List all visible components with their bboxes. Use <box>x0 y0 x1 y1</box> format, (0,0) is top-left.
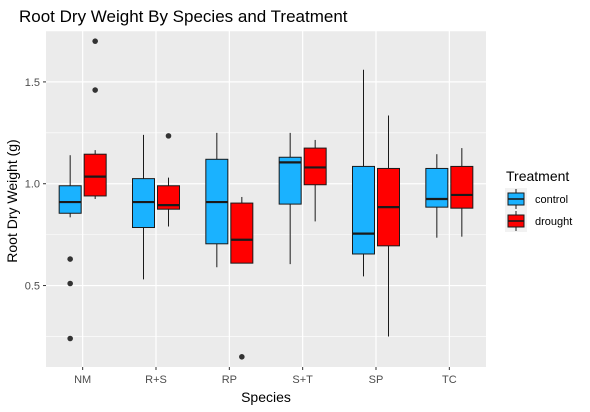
box-drought-RP <box>230 196 254 360</box>
box <box>58 185 82 214</box>
chart-title: Root Dry Weight By Species and Treatment <box>19 7 348 26</box>
y-tick-label: 0.5 <box>25 281 40 293</box>
outlier-point <box>67 280 73 287</box>
legend: Treatment control drought <box>505 168 572 232</box>
box <box>425 167 449 208</box>
box <box>157 185 180 210</box>
box-marks <box>58 38 474 360</box>
box-control-SP <box>352 69 375 277</box>
x-tick-label: SP <box>369 374 384 386</box>
legend-label: drought <box>535 216 572 228</box>
outlier-point <box>67 256 73 262</box>
outlier-point <box>239 354 245 360</box>
box-control-NM <box>58 155 82 342</box>
box-control-R+S <box>132 134 155 280</box>
box-control-RP <box>205 132 229 268</box>
x-tick-label: R+S <box>145 374 167 386</box>
box <box>83 153 107 197</box>
x-tick-label: TC <box>442 374 457 386</box>
box-drought-SP <box>377 115 400 337</box>
outlier-point <box>67 335 73 342</box>
box-control-S+T <box>278 132 302 265</box>
y-tick-label: 1.5 <box>25 77 40 89</box>
box <box>230 202 254 264</box>
legend-title: Treatment <box>506 168 569 184</box>
axes: 0.5 1.0 1.5 NM R+S RP S+T SP TC <box>25 77 457 386</box>
box-drought-NM <box>83 38 107 199</box>
legend-label: control <box>535 194 568 206</box>
legend-item-drought: drought <box>505 210 572 232</box>
grid-lines <box>46 30 486 367</box>
box-drought-S+T <box>303 139 327 222</box>
outlier-point <box>92 38 98 44</box>
x-axis-title: Species <box>241 389 291 405</box>
legend-item-control: control <box>505 188 568 210</box>
box <box>278 156 302 205</box>
plot-panel <box>46 31 486 367</box>
panel-background <box>46 31 486 367</box>
box <box>450 165 474 209</box>
x-tick-label: NM <box>74 374 91 386</box>
box-drought-TC <box>450 148 474 237</box>
x-tick-label: S+T <box>292 374 313 386</box>
outlier-point <box>92 87 98 93</box>
box-drought-R+S <box>157 133 180 227</box>
y-tick-label: 1.0 <box>25 179 40 191</box>
outlier-point <box>165 133 172 139</box>
box-control-TC <box>425 154 449 238</box>
x-tick-label: RP <box>222 374 237 386</box>
y-axis-title: Root Dry Weight (g) <box>4 139 20 262</box>
box <box>352 165 375 255</box>
